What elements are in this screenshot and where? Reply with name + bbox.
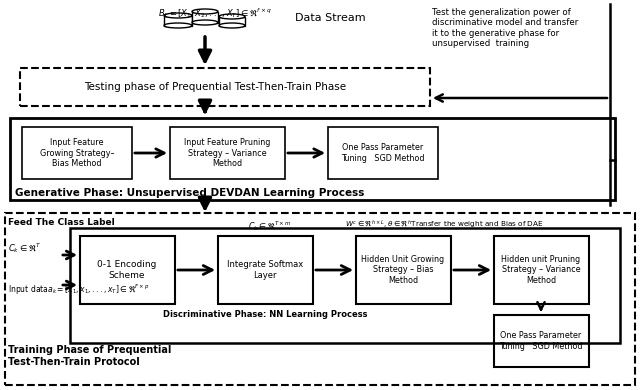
Bar [356, 236, 451, 304]
Bar [20, 68, 430, 106]
Text: Integrate Softmax
Layer: Integrate Softmax Layer [227, 260, 303, 280]
Text: $B_k=[X_1,X_2,...,X_T]\in\mathfrak{R}^{f\times q}$: $B_k=[X_1,X_2,...,X_T]\in\mathfrak{R}^{f… [158, 6, 272, 20]
Ellipse shape [219, 23, 245, 28]
Bar [494, 315, 589, 367]
Bar [218, 236, 313, 304]
Ellipse shape [192, 9, 218, 14]
Bar [5, 213, 635, 385]
Bar [219, 16, 245, 25]
Text: Testing phase of Prequential Test-Then-Train Phase: Testing phase of Prequential Test-Then-T… [84, 82, 346, 92]
Text: One Pass Parameter
Tuning   SGD Method: One Pass Parameter Tuning SGD Method [341, 143, 425, 163]
Bar [164, 16, 192, 25]
Text: Feed The Class Label: Feed The Class Label [8, 218, 115, 227]
Ellipse shape [219, 14, 245, 19]
Text: $W^c\in\mathfrak{R}^{h\times L},\theta\in\mathfrak{R}^h$Transfer the weight and : $W^c\in\mathfrak{R}^{h\times L},\theta\i… [345, 219, 543, 231]
Bar [192, 11, 218, 23]
Text: Input Feature
Growing Strategy–
Bias Method: Input Feature Growing Strategy– Bias Met… [40, 138, 115, 168]
Text: Data Stream: Data Stream [295, 13, 365, 23]
Text: $C_k\in\mathfrak{R}^{T\times m}$: $C_k\in\mathfrak{R}^{T\times m}$ [248, 219, 292, 233]
Text: Discriminative Phase: NN Learning Process: Discriminative Phase: NN Learning Proces… [163, 310, 367, 319]
Text: Hidden Unit Growing
Strategy – Bias
Method: Hidden Unit Growing Strategy – Bias Meth… [362, 255, 445, 285]
Text: Generative Phase: Unsupervised DEVDAN Learning Process: Generative Phase: Unsupervised DEVDAN Le… [15, 188, 364, 198]
Ellipse shape [164, 23, 192, 28]
Text: Training Phase of Prequential
Test-Then-Train Protocol: Training Phase of Prequential Test-Then-… [8, 345, 172, 367]
Text: Input Feature Pruning
Strategy – Variance
Method: Input Feature Pruning Strategy – Varianc… [184, 138, 270, 168]
Ellipse shape [192, 20, 218, 25]
Bar [328, 127, 438, 179]
Text: 0-1 Encoding
Scheme: 0-1 Encoding Scheme [97, 260, 157, 280]
Bar [494, 236, 589, 304]
Text: One Pass Parameter
Tuning   SGD Method: One Pass Parameter Tuning SGD Method [499, 331, 583, 351]
Bar [80, 236, 175, 304]
Text: Test the generalization power of
discriminative model and transfer
it to the gen: Test the generalization power of discrim… [432, 8, 579, 48]
Text: $C_k\in\mathfrak{R}^T$: $C_k\in\mathfrak{R}^T$ [8, 241, 42, 255]
Ellipse shape [164, 13, 192, 18]
Bar [170, 127, 285, 179]
Text: Hidden unit Pruning
Strategy – Variance
Method: Hidden unit Pruning Strategy – Variance … [501, 255, 580, 285]
Bar [70, 228, 620, 343]
Text: Input data$a_k=[x_1,x_1,...,x_T]\in\mathfrak{R}^{F\times p}$: Input data$a_k=[x_1,x_1,...,x_T]\in\math… [8, 283, 150, 297]
Bar [10, 118, 615, 200]
Bar [22, 127, 132, 179]
